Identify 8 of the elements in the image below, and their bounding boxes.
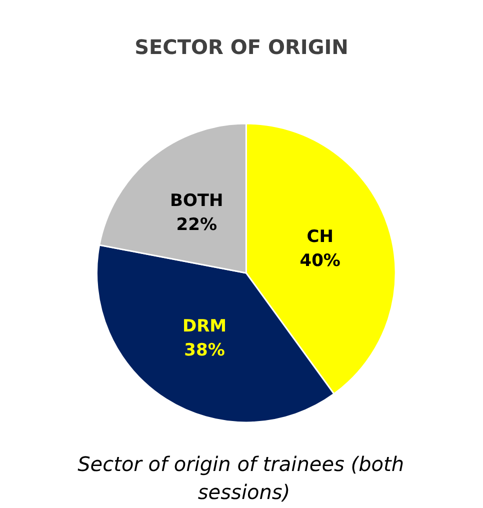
text: Sector of origin of trainees (both sessions) bbox=[78, 452, 410, 504]
data-label: 40% bbox=[300, 250, 340, 271]
slice-label: CH bbox=[306, 226, 334, 247]
data-label: 22% bbox=[176, 215, 217, 236]
data-label: 38% bbox=[184, 340, 225, 361]
slice-label: DRM bbox=[182, 316, 227, 337]
chart-title: SECTOR OF ORIGIN bbox=[134, 35, 348, 59]
slice-label: BOTH bbox=[170, 191, 224, 212]
